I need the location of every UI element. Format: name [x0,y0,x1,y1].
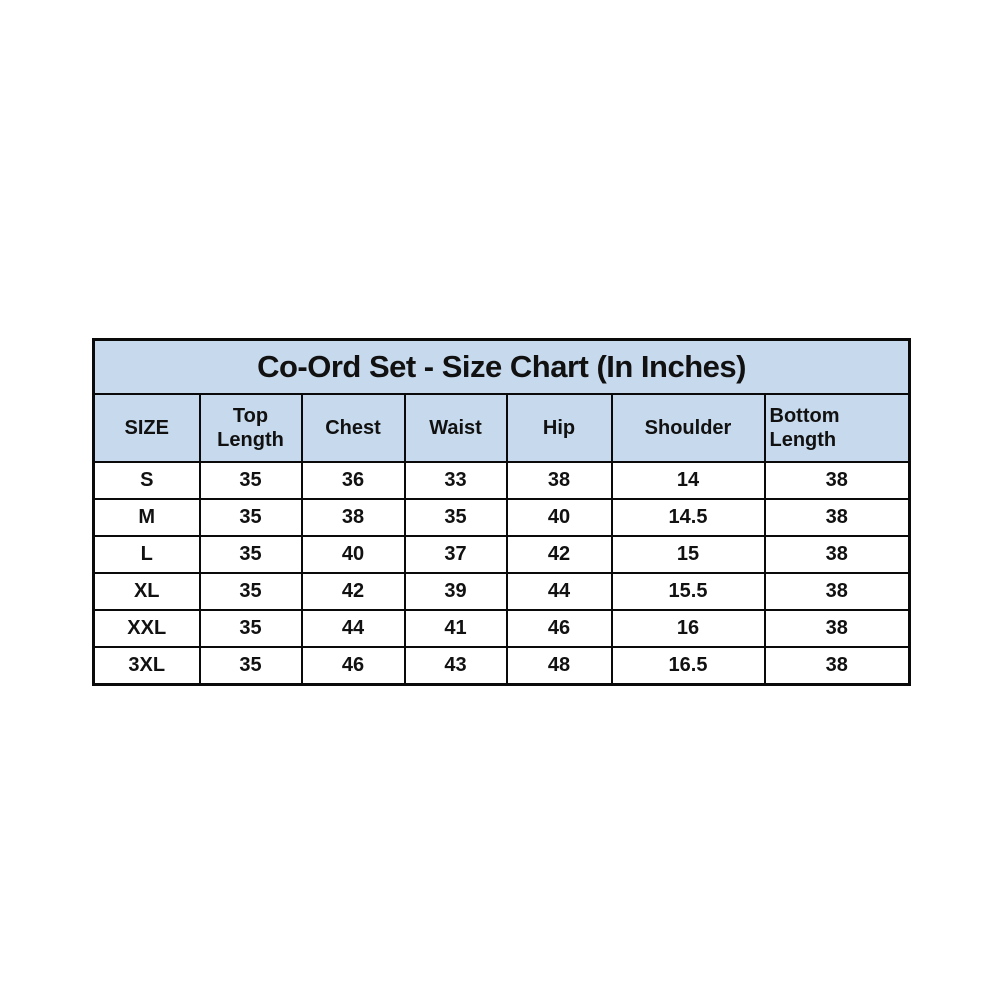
data-cell: 16.5 [610,646,766,686]
data-cell: 38 [763,646,911,686]
size-cell: 3XL [92,646,201,686]
data-cell: 44 [300,609,406,648]
data-cell: 46 [505,609,613,648]
column-header-shoulder: Shoulder [610,393,766,463]
data-cell: 35 [198,646,303,686]
size-chart-table: Co-Ord Set - Size Chart (In Inches) SIZE… [92,338,912,686]
table-title: Co-Ord Set - Size Chart (In Inches) [92,338,911,395]
size-cell: S [92,461,201,500]
table-row-xl: XL 35 42 39 44 15.5 38 [92,572,911,611]
column-header-top-length: Top Length [198,393,303,463]
table-row-3xl: 3XL 35 46 43 48 16.5 38 [92,646,911,686]
data-cell: 35 [198,461,303,500]
data-cell: 35 [198,535,303,574]
column-header-size: SIZE [92,393,201,463]
data-cell: 41 [403,609,508,648]
data-cell: 37 [403,535,508,574]
data-cell: 15 [610,535,766,574]
data-cell: 35 [198,498,303,537]
data-cell: 38 [300,498,406,537]
data-cell: 38 [763,461,911,500]
data-cell: 42 [505,535,613,574]
size-cell: L [92,535,201,574]
table-row-xxl: XXL 35 44 41 46 16 38 [92,609,911,648]
data-cell: 39 [403,572,508,611]
data-cell: 35 [198,609,303,648]
data-cell: 36 [300,461,406,500]
data-cell: 40 [505,498,613,537]
table-row-s: S 35 36 33 38 14 38 [92,461,911,500]
data-cell: 15.5 [610,572,766,611]
data-cell: 42 [300,572,406,611]
data-cell: 43 [403,646,508,686]
data-cell: 44 [505,572,613,611]
data-cell: 40 [300,535,406,574]
data-cell: 35 [198,572,303,611]
data-cell: 14.5 [610,498,766,537]
data-cell: 14 [610,461,766,500]
data-cell: 33 [403,461,508,500]
column-header-bottom-length: Bottom Length [763,393,911,463]
data-cell: 35 [403,498,508,537]
data-cell: 38 [763,572,911,611]
header-row: SIZE Top Length Chest Waist Hip Shoulder… [92,393,911,463]
data-cell: 48 [505,646,613,686]
table-row-l: L 35 40 37 42 15 38 [92,535,911,574]
data-cell: 38 [505,461,613,500]
data-cell: 46 [300,646,406,686]
data-cell: 38 [763,498,911,537]
column-header-hip: Hip [505,393,613,463]
column-header-chest: Chest [300,393,406,463]
data-cell: 38 [763,609,911,648]
data-cell: 38 [763,535,911,574]
title-row: Co-Ord Set - Size Chart (In Inches) [92,338,911,395]
size-cell: M [92,498,201,537]
size-cell: XL [92,572,201,611]
size-cell: XXL [92,609,201,648]
column-header-waist: Waist [403,393,508,463]
table-row-m: M 35 38 35 40 14.5 38 [92,498,911,537]
data-cell: 16 [610,609,766,648]
